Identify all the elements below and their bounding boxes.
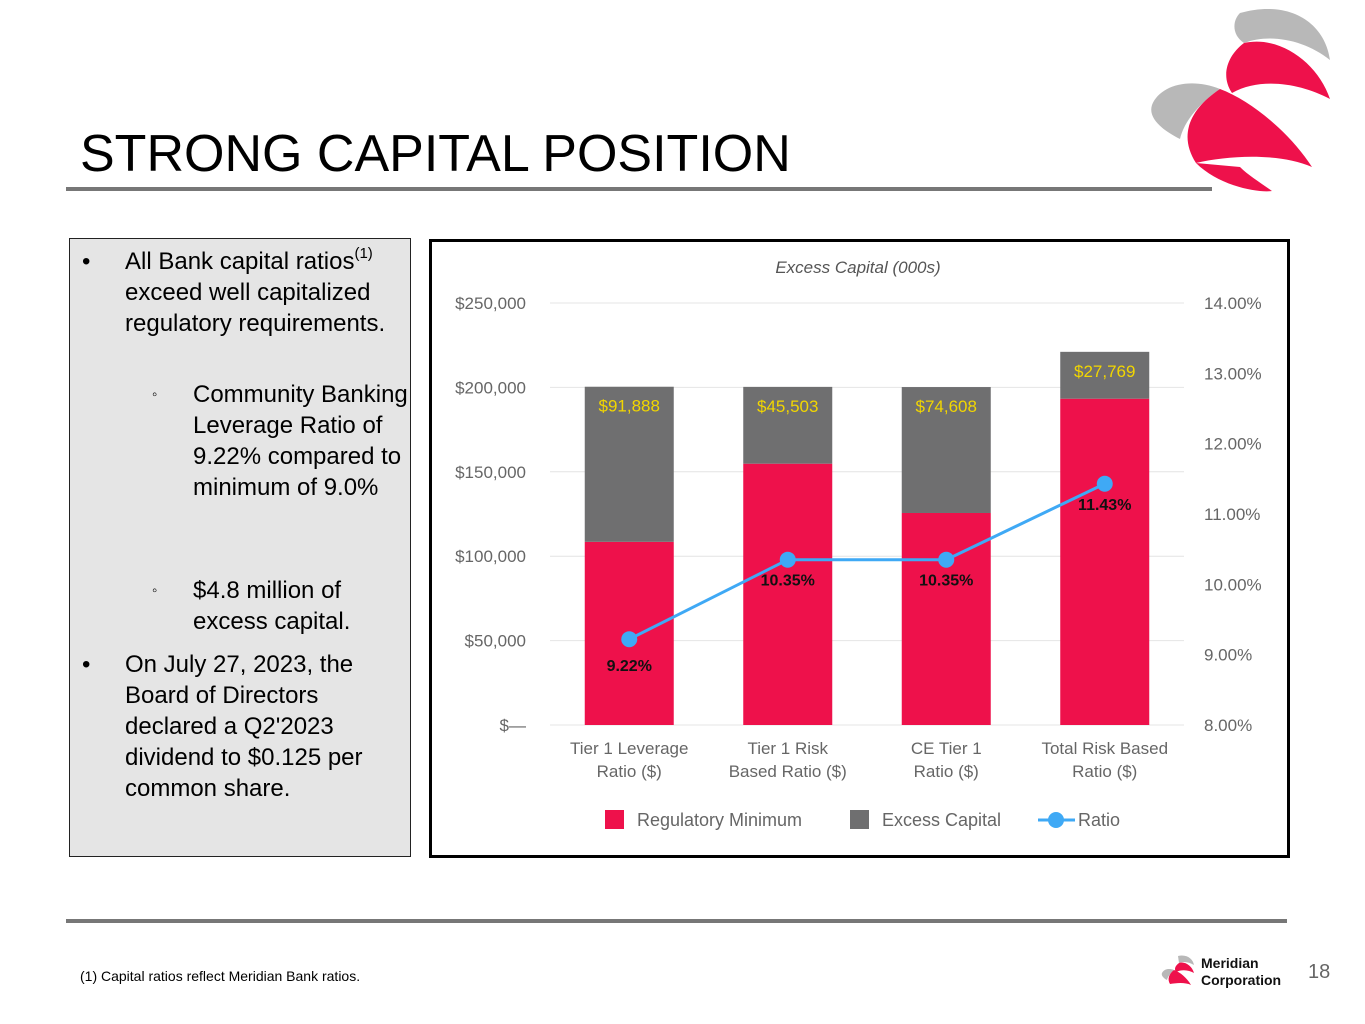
x-tick-label: Ratio ($): [597, 762, 662, 781]
bar-regulatory-minimum: [1060, 398, 1150, 725]
legend-swatch-regulatory-minimum: [605, 810, 624, 829]
ratio-data-label: 10.35%: [761, 573, 815, 590]
x-tick-label: Tier 1 Risk: [747, 739, 828, 758]
page-title: STRONG CAPITAL POSITION: [80, 125, 791, 183]
ratio-point: [779, 551, 796, 568]
x-tick-label: Total Risk Based: [1041, 739, 1168, 758]
y-left-tick-label: $—: [500, 716, 526, 735]
legend-label-excess-capital: Excess Capital: [882, 810, 1001, 830]
bar-excess-capital: [901, 387, 991, 513]
excess-capital-data-label: $74,608: [916, 397, 977, 416]
bar-excess-capital: [584, 386, 674, 542]
bar-regulatory-minimum: [743, 463, 833, 725]
x-tick-label: Ratio ($): [1072, 762, 1137, 781]
bar-excess-capital: [743, 386, 833, 464]
sub-bullet-cblr: Community Banking Leverage Ratio of 9.22…: [193, 381, 408, 501]
x-tick-label: Tier 1 Leverage: [570, 739, 688, 758]
ratio-data-label: 11.43%: [1078, 497, 1131, 514]
y-left-tick-label: $50,000: [465, 632, 526, 651]
y-right-tick-label: 9.00%: [1204, 646, 1252, 665]
y-left-tick-label: $100,000: [455, 547, 526, 566]
y-right-tick-label: 11.00%: [1204, 505, 1260, 524]
y-right-tick-label: 12.00%: [1204, 435, 1262, 454]
y-left-tick-label: $200,000: [455, 378, 526, 397]
x-tick-label: CE Tier 1: [911, 739, 982, 758]
bullet-marker: •: [82, 651, 91, 678]
ratio-data-label: 9.22%: [607, 658, 652, 675]
chart-title: Excess Capital (000s): [775, 258, 940, 277]
page-number: 18: [1308, 961, 1331, 983]
bullet-panel: • All Bank capital ratios(1) exceed well…: [69, 238, 411, 857]
sub-bullet-marker: ◦: [152, 386, 158, 403]
y-right-tick-label: 8.00%: [1204, 716, 1252, 735]
meridian-logo-icon: [1151, 8, 1330, 192]
excess-capital-data-label: $45,503: [757, 397, 818, 416]
footer-divider: [66, 919, 1287, 923]
excess-capital-chart: Excess Capital (000s) $— $50,000 $100,000 $1…: [429, 239, 1290, 858]
bar-regulatory-minimum: [901, 512, 991, 725]
ratio-point: [621, 631, 638, 648]
excess-capital-data-label: $27,769: [1074, 362, 1135, 381]
company-name: Meridian Corporation: [1201, 955, 1282, 988]
legend-swatch-excess-capital: [850, 810, 869, 829]
x-tick-label: Ratio ($): [914, 762, 979, 781]
excess-capital-data-label: $91,888: [599, 397, 660, 416]
x-tick-label: Based Ratio ($): [729, 762, 847, 781]
sub-bullet-marker: ◦: [152, 582, 158, 599]
y-right-tick-label: 13.00%: [1204, 364, 1262, 383]
legend-label-regulatory-minimum: Regulatory Minimum: [637, 810, 802, 830]
chart-canvas: Excess Capital (000s) $— $50,000 $100,000 $1…: [455, 258, 1262, 830]
ratio-point: [938, 551, 955, 568]
ratio-data-label: 10.35%: [919, 573, 973, 590]
bullet-capital-ratios: All Bank capital ratios(1) exceed well c…: [125, 245, 386, 337]
y-right-tick-label: 10.00%: [1204, 575, 1262, 594]
footnote: (1) Capital ratios reflect Meridian Bank…: [80, 968, 361, 984]
legend-label-ratio: Ratio: [1078, 810, 1120, 830]
title-divider: [66, 187, 1212, 191]
bullet-marker: •: [82, 248, 91, 275]
ratio-line: [628, 482, 1106, 641]
bar-excess-capital: [1060, 351, 1150, 399]
y-left-tick-label: $250,000: [455, 294, 526, 313]
meridian-small-logo-icon: [1161, 955, 1194, 985]
y-right-tick-label: 14.00%: [1204, 294, 1262, 313]
bullet-dividend: On July 27, 2023, the Board of Directors…: [125, 651, 363, 802]
ratio-point: [1096, 475, 1113, 492]
sub-bullet-excess: $4.8 million of excess capital.: [193, 577, 351, 635]
legend-swatch-ratio-point: [1048, 812, 1064, 828]
y-left-tick-label: $150,000: [455, 463, 526, 482]
